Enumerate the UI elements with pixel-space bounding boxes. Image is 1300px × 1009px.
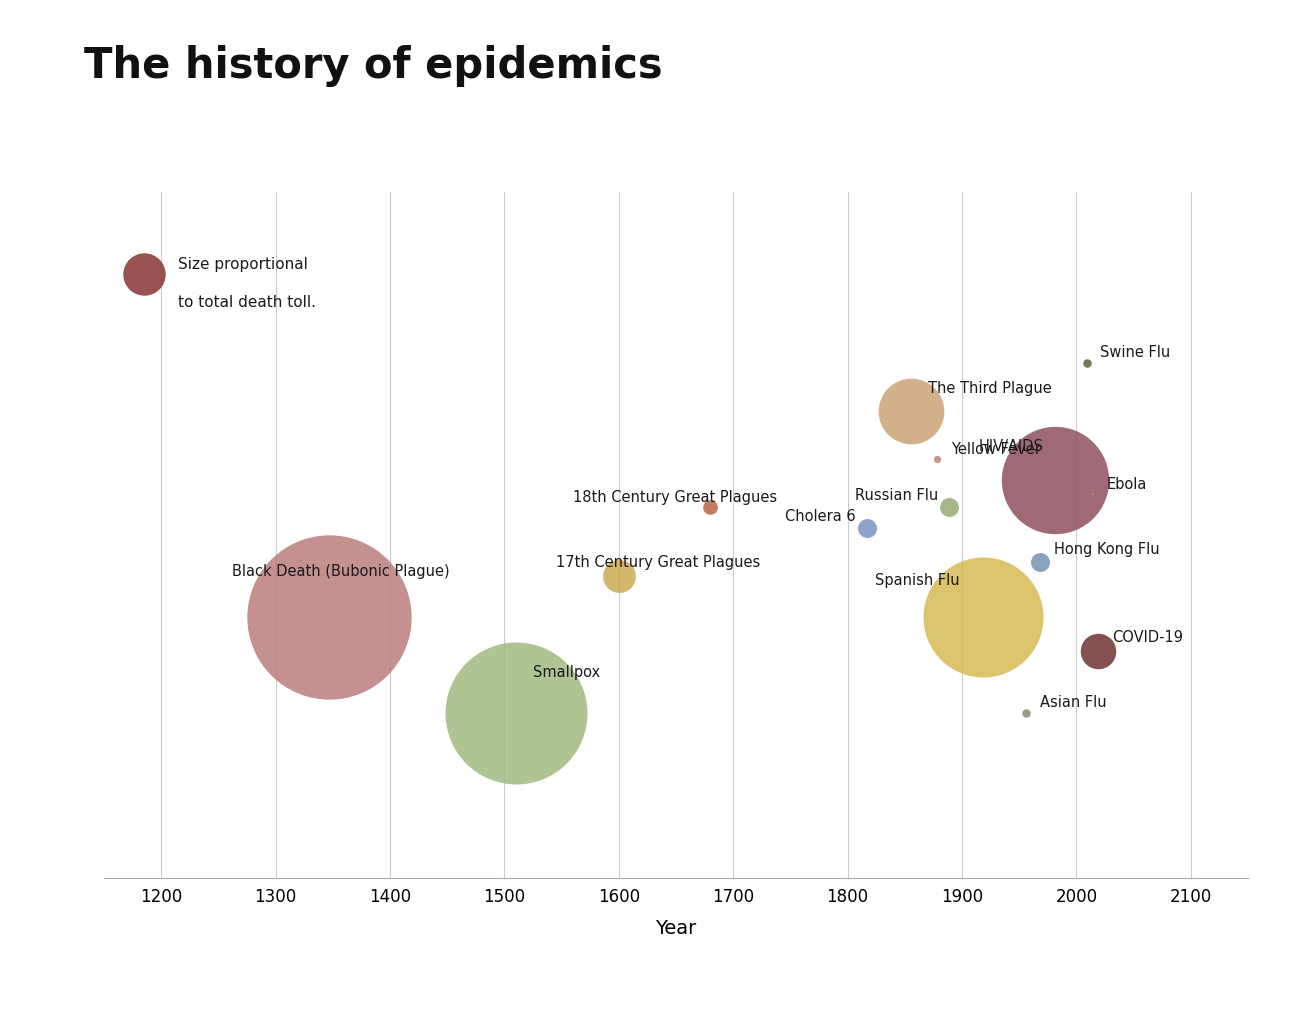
Point	[1015, 705, 1036, 721]
Point	[900, 404, 920, 420]
Text: HIV/AIDS: HIV/AIDS	[979, 439, 1043, 454]
Point	[1082, 485, 1102, 501]
Point	[699, 499, 720, 516]
Text: alamy: alamy	[52, 952, 144, 980]
Point	[972, 609, 993, 626]
Text: Hong Kong Flu: Hong Kong Flu	[1053, 543, 1160, 557]
Point	[318, 609, 339, 626]
X-axis label: Year: Year	[655, 919, 697, 938]
Text: Swine Flu: Swine Flu	[1100, 345, 1171, 360]
Point	[506, 705, 526, 721]
Text: COVID-19: COVID-19	[1112, 630, 1183, 645]
Point	[1076, 355, 1097, 371]
Text: Russian Flu: Russian Flu	[854, 487, 939, 502]
Text: Black Death (Bubonic Plague): Black Death (Bubonic Plague)	[233, 564, 450, 579]
Text: Ebola: Ebola	[1106, 477, 1147, 492]
Text: 18th Century Great Plagues: 18th Century Great Plagues	[573, 489, 777, 504]
Text: Size proportional: Size proportional	[178, 257, 308, 271]
Point	[1088, 644, 1109, 660]
Text: Yellow Fever: Yellow Fever	[950, 442, 1040, 457]
Point	[1030, 554, 1050, 570]
Text: Spanish Flu: Spanish Flu	[875, 573, 959, 588]
Text: The Third Plague: The Third Plague	[928, 381, 1052, 397]
Point	[134, 266, 155, 283]
Text: Smallpox: Smallpox	[533, 665, 601, 680]
Text: The history of epidemics: The history of epidemics	[84, 45, 663, 88]
Text: Asian Flu: Asian Flu	[1040, 695, 1106, 710]
Point	[608, 568, 629, 584]
Point	[857, 520, 878, 536]
Point	[927, 451, 948, 467]
Text: to total death toll.: to total death toll.	[178, 295, 316, 310]
Point	[1044, 472, 1065, 488]
Point	[939, 499, 959, 516]
Text: 17th Century Great Plagues: 17th Century Great Plagues	[556, 555, 760, 570]
Text: Cholera 6: Cholera 6	[785, 510, 855, 525]
